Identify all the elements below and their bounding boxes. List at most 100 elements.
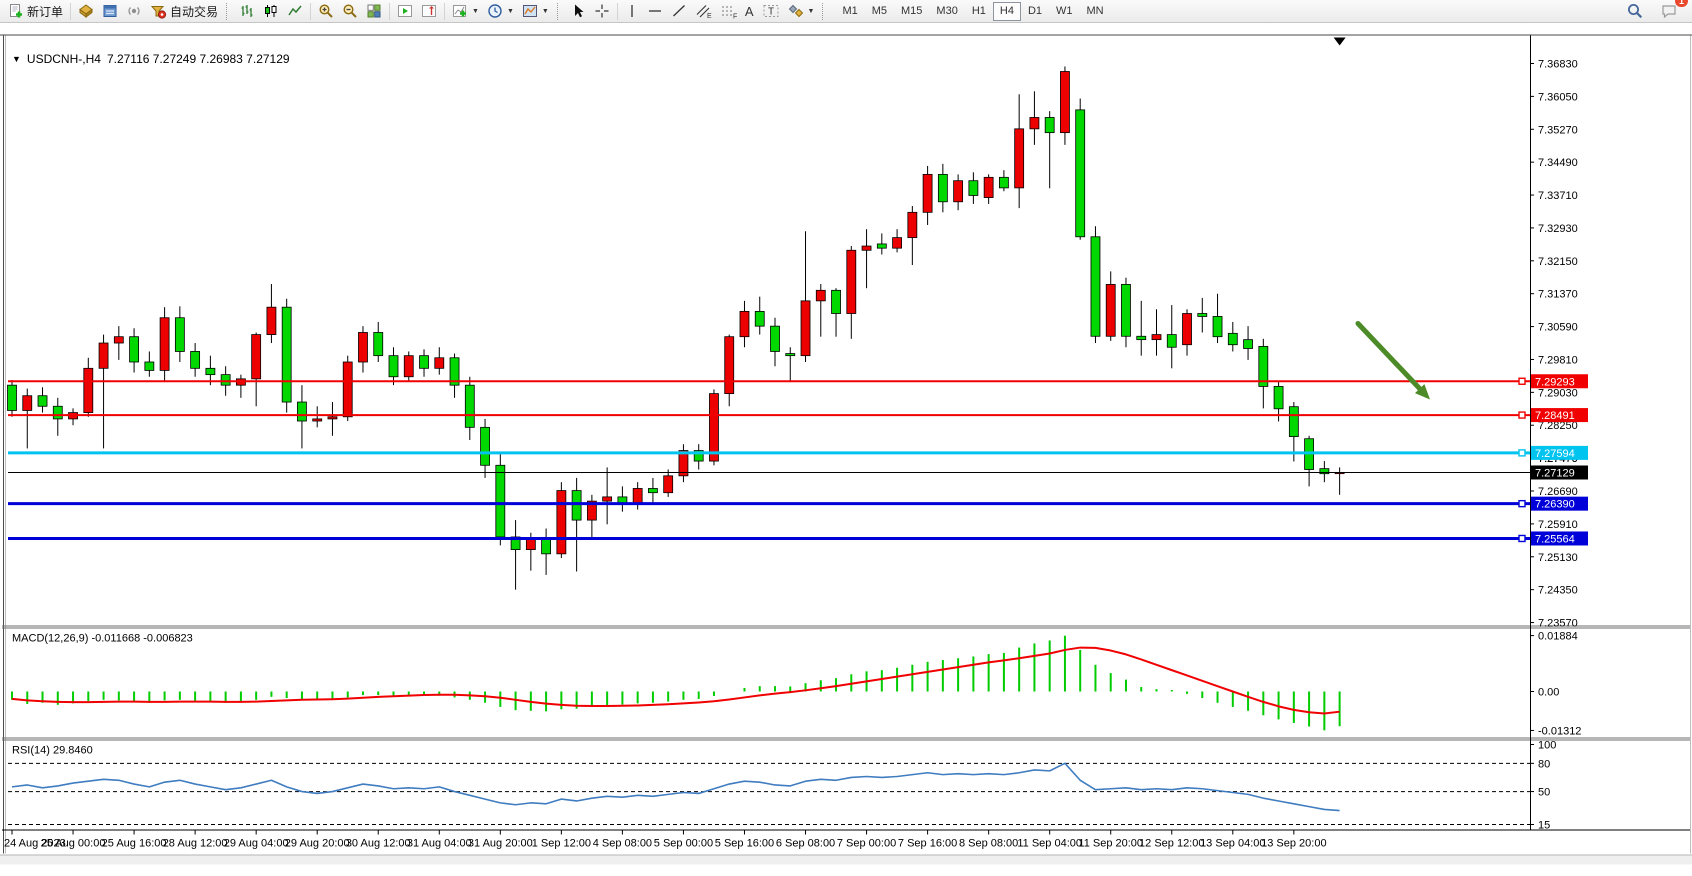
- time-tick-label[interactable]: 11 Sep 20:00: [1078, 838, 1143, 850]
- crosshair-tool-button[interactable]: [590, 0, 614, 23]
- timeframe-M5[interactable]: M5: [871, 4, 888, 17]
- time-tick-label[interactable]: 7 Sep 16:00: [898, 838, 957, 850]
- timeframe-M30[interactable]: M30: [936, 4, 958, 17]
- channel-tool-button[interactable]: E: [691, 0, 716, 23]
- timeframe-D1[interactable]: D1: [1027, 4, 1043, 17]
- time-tick-label[interactable]: 4 Sep 08:00: [593, 838, 652, 850]
- templates-button[interactable]: ▼: [518, 0, 553, 23]
- bar-chart-icon: [239, 3, 255, 19]
- price-badge-label: 7.28491: [1535, 410, 1575, 422]
- candle-body: [876, 243, 887, 249]
- time-tick-label[interactable]: 31 Aug 04:00: [407, 838, 472, 850]
- price-badge: [1531, 465, 1588, 480]
- search-icon: [1626, 2, 1644, 20]
- alerts-signal-button[interactable]: [122, 0, 146, 23]
- chart-canvas[interactable]: 7.36830 7.36050 7.35270 7.34490 7.33710 7.329…: [0, 23, 1692, 876]
- market-watch-button[interactable]: [74, 0, 98, 23]
- profiles-button[interactable]: [98, 0, 122, 23]
- arrows-tool-button[interactable]: ▼: [784, 0, 819, 23]
- line-chart-icon: [287, 3, 303, 19]
- periods-button[interactable]: ▼: [483, 0, 518, 23]
- time-tick-label[interactable]: 5 Sep 16:00: [715, 838, 774, 850]
- candle-body: [541, 538, 551, 555]
- hline-handle[interactable]: [1518, 377, 1526, 385]
- candle-body: [937, 173, 948, 203]
- arrow-annotation[interactable]: [1355, 321, 1423, 392]
- candle-body: [1182, 313, 1192, 346]
- time-tick-label[interactable]: 5 Sep 00:00: [654, 838, 713, 850]
- price-tick-label: 7.35270: [1538, 124, 1578, 136]
- chart-menu-caret-icon[interactable]: ▼: [12, 54, 21, 64]
- time-tick-label[interactable]: 30 Aug 12:00: [346, 838, 411, 850]
- bar-chart-button[interactable]: [235, 0, 259, 23]
- candle-body: [1105, 284, 1116, 337]
- candle-body: [1273, 386, 1284, 410]
- candle-body: [1288, 406, 1299, 438]
- time-tick-label[interactable]: 28 Aug 12:00: [163, 838, 228, 850]
- chat-button[interactable]: 1: [1656, 0, 1688, 23]
- candle-body: [174, 317, 185, 352]
- price-badge: [1531, 408, 1588, 423]
- time-tick-label[interactable]: 7 Sep 00:00: [837, 838, 896, 850]
- fibonacci-tool-button[interactable]: F: [716, 0, 741, 23]
- time-tick-label[interactable]: 13 Sep 20:00: [1261, 838, 1326, 850]
- new-order-icon: [8, 3, 24, 19]
- cursor-tool-button[interactable]: [566, 0, 590, 23]
- time-tick-label[interactable]: 25 Aug 16:00: [102, 838, 167, 850]
- new-order-button[interactable]: 新订单: [4, 0, 67, 23]
- time-tick-label[interactable]: 1 Sep 12:00: [532, 838, 591, 850]
- candle-body: [1212, 316, 1223, 338]
- new-order-label: 新订单: [27, 4, 64, 19]
- timeframe-W1[interactable]: W1: [1056, 4, 1073, 17]
- hline-handle[interactable]: [1518, 499, 1526, 508]
- chart-shift-button[interactable]: [417, 0, 441, 23]
- candle-body: [480, 426, 490, 466]
- dropdown-caret-icon: ▼: [506, 7, 514, 15]
- zoom-in-button[interactable]: [314, 0, 338, 23]
- candle-body: [693, 450, 704, 462]
- candle-body: [434, 357, 445, 369]
- autotrading-button[interactable]: 自动交易: [146, 0, 222, 23]
- candle-body: [98, 342, 109, 369]
- time-tick-label[interactable]: 25 Aug 00:00: [41, 838, 106, 850]
- svg-text:T: T: [768, 7, 774, 18]
- timeframe-M15[interactable]: M15: [901, 4, 923, 17]
- candlestick-chart-button[interactable]: [259, 0, 283, 23]
- time-tick-label[interactable]: 29 Aug 04:00: [224, 838, 289, 850]
- text-label-icon: T: [762, 3, 780, 19]
- time-tick-label[interactable]: 31 Aug 20:00: [468, 838, 533, 850]
- zoom-out-button[interactable]: [338, 0, 362, 23]
- time-tick-label[interactable]: 29 Aug 20:00: [285, 838, 350, 850]
- chart-shift-marker[interactable]: [1333, 37, 1346, 46]
- time-tick-label[interactable]: 12 Sep 12:00: [1139, 838, 1204, 850]
- text-tool-button[interactable]: A: [741, 0, 758, 23]
- timeframe-H4[interactable]: H4: [992, 1, 1021, 21]
- hline-handle[interactable]: [1518, 449, 1526, 457]
- time-tick-label[interactable]: 13 Sep 04:00: [1200, 838, 1265, 850]
- timeframe-MN[interactable]: MN: [1086, 4, 1104, 17]
- candle-body: [953, 180, 964, 203]
- hline-handle[interactable]: [1518, 411, 1526, 419]
- vertical-line-tool-button[interactable]: [621, 0, 643, 23]
- time-tick-label[interactable]: 8 Sep 08:00: [959, 838, 1018, 850]
- timeframe-H1[interactable]: H1: [971, 4, 986, 17]
- time-tick-label[interactable]: 11 Sep 04:00: [1017, 838, 1082, 850]
- tile-windows-button[interactable]: [362, 0, 386, 23]
- vertical-line-icon: [625, 3, 639, 19]
- candle-body: [144, 361, 155, 371]
- candle-body: [800, 300, 811, 357]
- timeframe-M1[interactable]: M1: [842, 4, 858, 17]
- arrow-annotation-head[interactable]: [1414, 384, 1430, 400]
- search-button[interactable]: [1622, 0, 1648, 23]
- trendline-tool-button[interactable]: [667, 0, 691, 23]
- hline-handle[interactable]: [1518, 534, 1526, 543]
- text-label-tool-button[interactable]: T: [758, 0, 784, 23]
- indicators-button[interactable]: ▼: [448, 0, 483, 23]
- auto-scroll-button[interactable]: [393, 0, 417, 23]
- time-tick-label[interactable]: 6 Sep 08:00: [776, 838, 835, 850]
- time-tick-label[interactable]: 24 Aug 2023: [4, 838, 66, 850]
- candle-body: [968, 180, 979, 196]
- horizontal-line-tool-button[interactable]: [643, 0, 667, 23]
- candle-body: [1060, 71, 1070, 134]
- line-chart-button[interactable]: [283, 0, 307, 23]
